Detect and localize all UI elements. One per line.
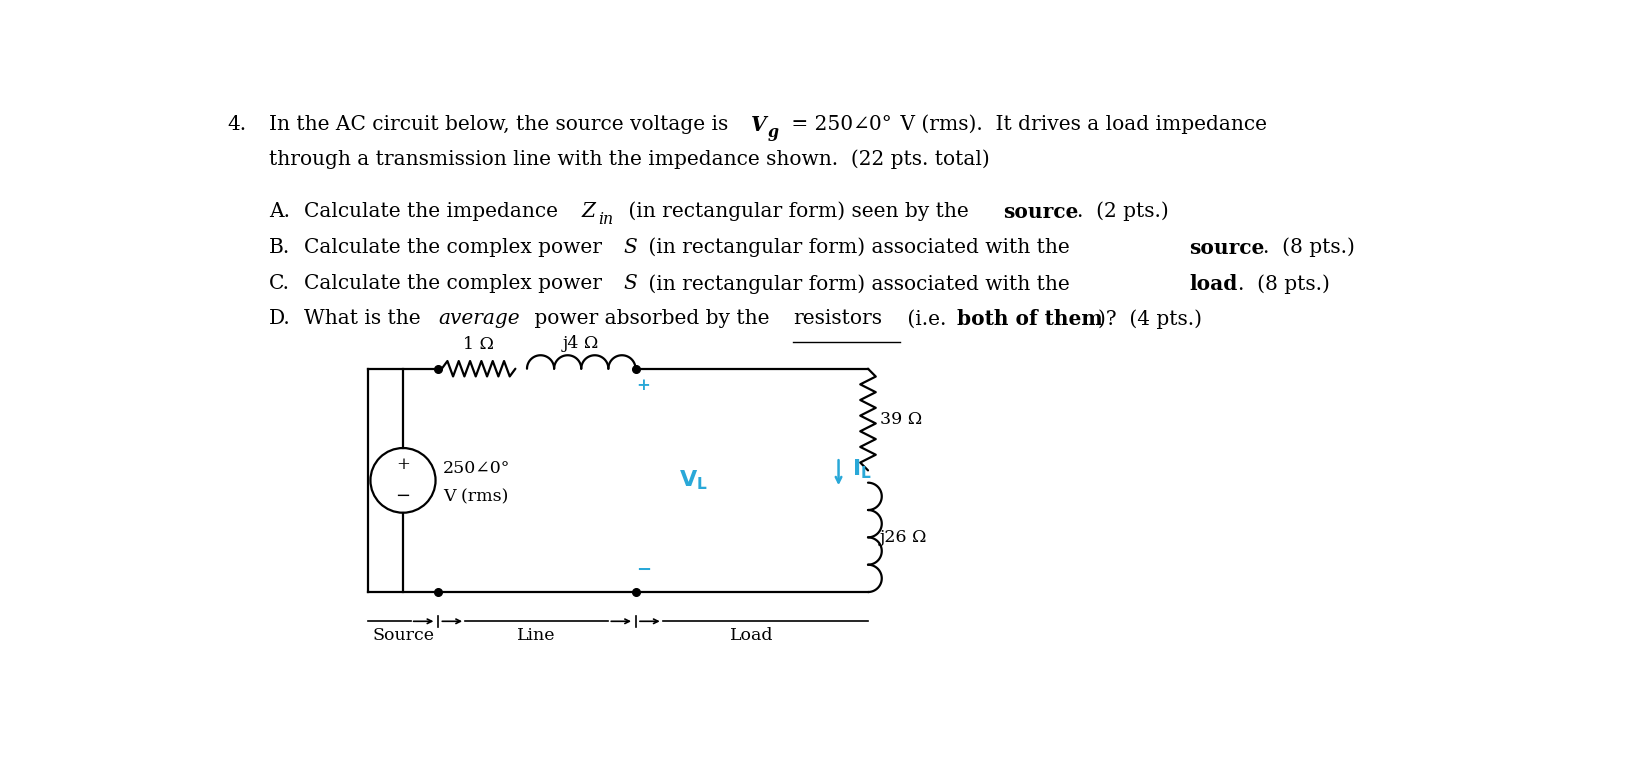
Text: D.: D. [269, 310, 291, 328]
Text: Z: Z [582, 202, 595, 221]
Text: Load: Load [729, 627, 774, 644]
Text: S: S [624, 238, 637, 256]
Text: = 250: = 250 [785, 115, 853, 134]
Text: .  (8 pts.): . (8 pts.) [1263, 238, 1355, 257]
Text: load: load [1190, 274, 1237, 294]
Text: 1 Ω: 1 Ω [463, 336, 495, 353]
Text: +: + [636, 377, 651, 394]
Text: In the AC circuit below, the source voltage is: In the AC circuit below, the source volt… [269, 115, 734, 134]
Text: V (rms): V (rms) [444, 489, 509, 506]
Text: resistors: resistors [794, 310, 882, 328]
Text: both of them: both of them [958, 310, 1102, 329]
Text: Source: Source [371, 627, 434, 644]
Text: j26 Ω: j26 Ω [879, 529, 927, 546]
Text: (in rectangular form) associated with the: (in rectangular form) associated with th… [642, 274, 1076, 294]
Text: g: g [767, 124, 779, 141]
Text: V: V [751, 115, 767, 135]
Text: (in rectangular form) seen by the: (in rectangular form) seen by the [621, 202, 974, 221]
Text: $\mathbf{V}_\mathbf{L}$: $\mathbf{V}_\mathbf{L}$ [679, 468, 708, 492]
Text: Calculate the complex power: Calculate the complex power [304, 238, 608, 256]
Text: 250∠0°: 250∠0° [444, 460, 511, 476]
Text: .  (8 pts.): . (8 pts.) [1239, 274, 1331, 294]
Text: S: S [624, 274, 637, 293]
Text: A.: A. [269, 202, 289, 221]
Text: $\mathbf{I}_\mathbf{L}$: $\mathbf{I}_\mathbf{L}$ [853, 457, 872, 481]
Text: power absorbed by the: power absorbed by the [527, 310, 775, 328]
Text: ∠0°: ∠0° [851, 115, 892, 134]
Text: average: average [439, 310, 521, 328]
Text: (i.e.: (i.e. [902, 310, 953, 328]
Text: −: − [396, 486, 411, 504]
Text: What is the: What is the [304, 310, 427, 328]
Text: Calculate the complex power: Calculate the complex power [304, 274, 608, 293]
Text: j4 Ω: j4 Ω [564, 335, 600, 352]
Text: source: source [1004, 202, 1079, 221]
Text: )?  (4 pts.): )? (4 pts.) [1098, 310, 1203, 329]
Text: source: source [1190, 238, 1265, 258]
Text: through a transmission line with the impedance shown.  (22 pts. total): through a transmission line with the imp… [269, 149, 989, 169]
Text: V (rms).  It drives a load impedance: V (rms). It drives a load impedance [894, 115, 1267, 135]
Text: −: − [636, 561, 651, 579]
Text: in: in [598, 211, 613, 228]
Text: (in rectangular form) associated with the: (in rectangular form) associated with th… [642, 238, 1076, 257]
Text: 39 Ω: 39 Ω [879, 411, 922, 428]
Text: Line: Line [518, 627, 555, 644]
Text: +: + [396, 457, 411, 473]
Text: .  (2 pts.): . (2 pts.) [1078, 202, 1170, 221]
Text: Calculate the impedance: Calculate the impedance [304, 202, 564, 221]
Text: 4.: 4. [227, 115, 246, 134]
Text: B.: B. [269, 238, 291, 256]
Text: C.: C. [269, 274, 289, 293]
